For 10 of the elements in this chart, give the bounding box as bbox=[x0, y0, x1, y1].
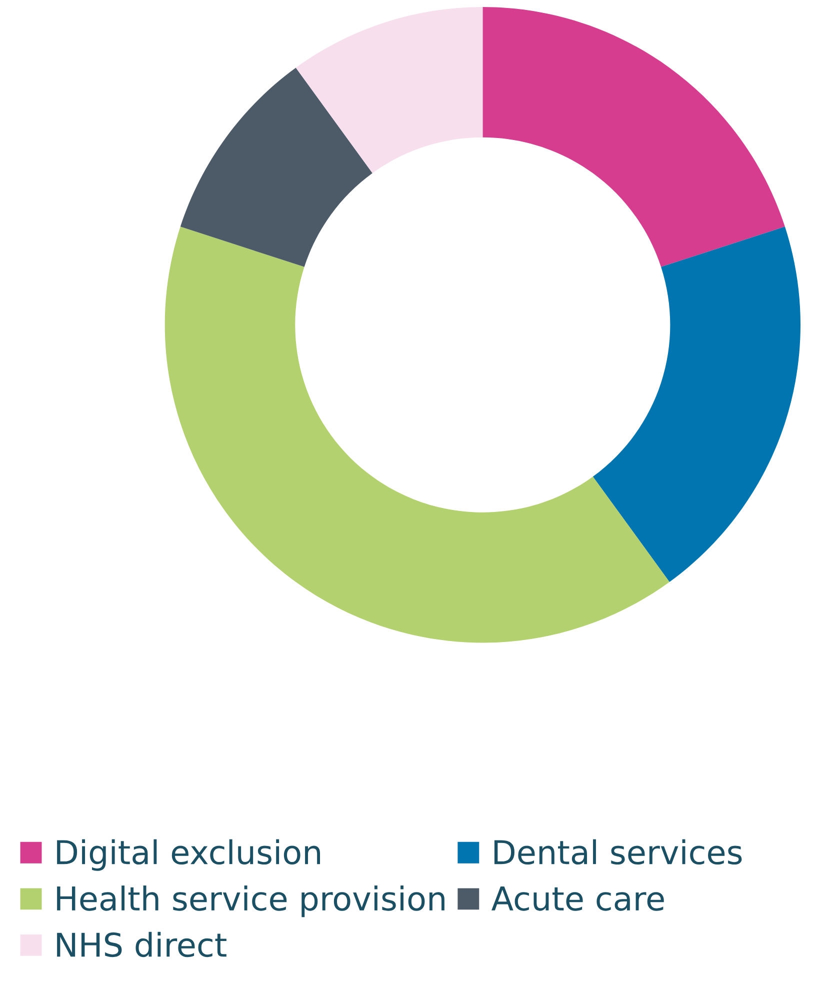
legend-label: Acute care bbox=[492, 886, 664, 911]
legend-label: Health service provision bbox=[57, 886, 444, 918]
legend-label: Dental services bbox=[494, 839, 742, 865]
donut-slice bbox=[482, 7, 785, 267]
legend-label: NHS direct bbox=[57, 932, 226, 958]
donut-slice bbox=[180, 68, 372, 267]
donut-slice bbox=[296, 7, 483, 174]
legend-label: Digital exclusion bbox=[57, 839, 320, 871]
donut-slice bbox=[164, 226, 670, 643]
donut-slice bbox=[592, 226, 800, 582]
